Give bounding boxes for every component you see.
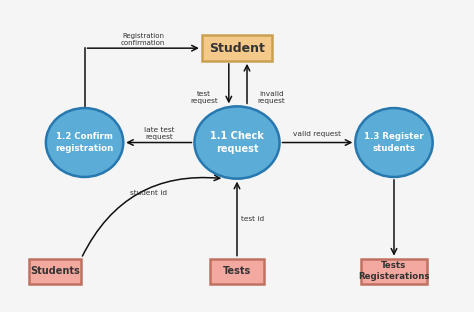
Text: Students: Students: [30, 266, 80, 276]
Ellipse shape: [46, 108, 123, 177]
Text: 1.1 Check
request: 1.1 Check request: [210, 131, 264, 154]
Text: late test
request: late test request: [144, 127, 174, 140]
Text: Registration
confirmation: Registration confirmation: [121, 33, 165, 46]
FancyBboxPatch shape: [29, 259, 81, 284]
FancyBboxPatch shape: [210, 259, 264, 284]
Text: test
request: test request: [191, 91, 218, 104]
Text: test id: test id: [241, 216, 264, 222]
Text: 1.3 Register
students: 1.3 Register students: [364, 133, 424, 153]
FancyBboxPatch shape: [202, 36, 272, 61]
Ellipse shape: [194, 106, 280, 179]
FancyBboxPatch shape: [361, 259, 427, 284]
Text: student id: student id: [130, 190, 167, 197]
Text: Tests
Registerations: Tests Registerations: [358, 261, 430, 281]
Ellipse shape: [356, 108, 433, 177]
Text: invalid
request: invalid request: [257, 91, 285, 104]
Text: Student: Student: [209, 42, 265, 55]
Text: 1.2 Confirm
registration: 1.2 Confirm registration: [55, 133, 114, 153]
Text: Tests: Tests: [223, 266, 251, 276]
Text: valid request: valid request: [293, 131, 341, 137]
